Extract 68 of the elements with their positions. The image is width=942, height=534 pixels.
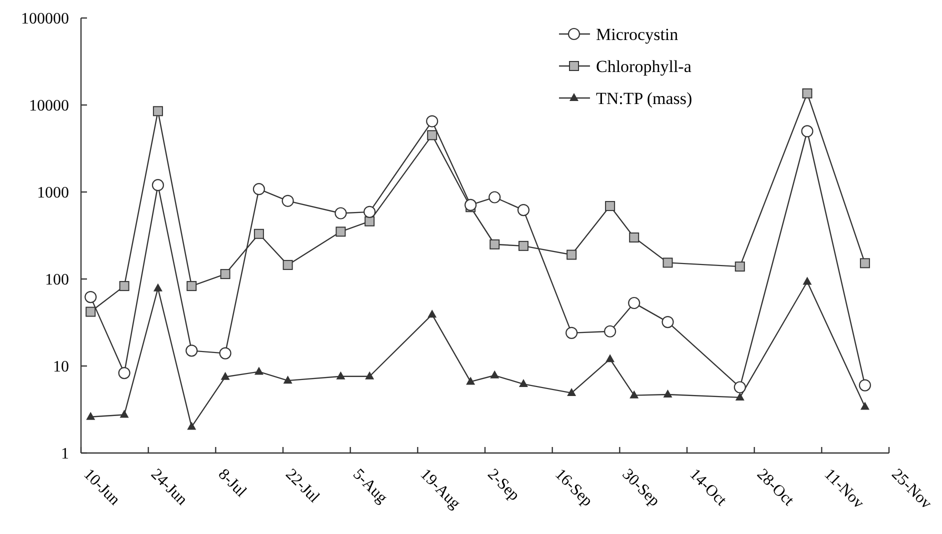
point — [334, 207, 347, 220]
point — [118, 366, 130, 380]
point — [517, 204, 530, 216]
point — [364, 206, 376, 218]
point — [84, 291, 97, 304]
point — [220, 372, 230, 380]
point — [464, 198, 477, 211]
point — [254, 366, 264, 375]
point — [365, 371, 374, 380]
point — [860, 258, 870, 268]
point — [663, 390, 672, 398]
point — [254, 228, 264, 239]
point — [86, 306, 96, 317]
point — [336, 371, 346, 380]
point — [802, 276, 812, 285]
point — [252, 183, 265, 196]
point — [120, 410, 129, 418]
point — [428, 310, 437, 318]
point — [220, 269, 230, 280]
point — [518, 379, 528, 388]
point — [734, 381, 746, 394]
point — [427, 130, 438, 140]
point — [802, 88, 812, 98]
point — [662, 316, 674, 328]
point — [86, 412, 96, 420]
point — [604, 325, 616, 338]
point — [858, 379, 871, 392]
point — [662, 258, 673, 268]
point — [488, 191, 501, 204]
point — [426, 115, 438, 128]
point — [630, 390, 639, 398]
point — [518, 240, 528, 251]
point — [336, 226, 346, 237]
point — [282, 194, 294, 207]
point — [735, 392, 744, 400]
point — [152, 106, 163, 116]
y-tick-label: 100 — [45, 272, 69, 289]
point — [282, 260, 293, 270]
y-tick-label: 10000 — [29, 98, 69, 115]
point — [153, 283, 162, 292]
point — [187, 422, 196, 430]
point — [152, 179, 164, 192]
point — [860, 402, 870, 410]
point — [801, 125, 814, 138]
y-tick-label: 1000 — [37, 184, 69, 202]
legend-label: Microcystin — [596, 24, 679, 44]
point — [364, 216, 375, 226]
y-tick-label: 1 — [61, 446, 69, 463]
point — [119, 281, 130, 292]
y-tick-label: 100000 — [21, 10, 69, 28]
point — [283, 376, 292, 384]
point — [186, 344, 198, 357]
point — [628, 296, 640, 310]
legend-label: TN:TP (mass) — [596, 88, 692, 108]
point — [490, 239, 500, 250]
point — [219, 347, 232, 360]
point — [629, 232, 640, 242]
point — [606, 354, 615, 362]
point — [605, 201, 616, 212]
point — [567, 388, 576, 396]
point — [566, 250, 577, 260]
point — [566, 326, 578, 339]
point — [490, 370, 500, 378]
y-tick-label: 10 — [53, 358, 69, 376]
legend-label: Chlorophyll-a — [596, 56, 692, 76]
point — [466, 376, 476, 385]
point — [186, 281, 197, 292]
point — [734, 262, 745, 272]
